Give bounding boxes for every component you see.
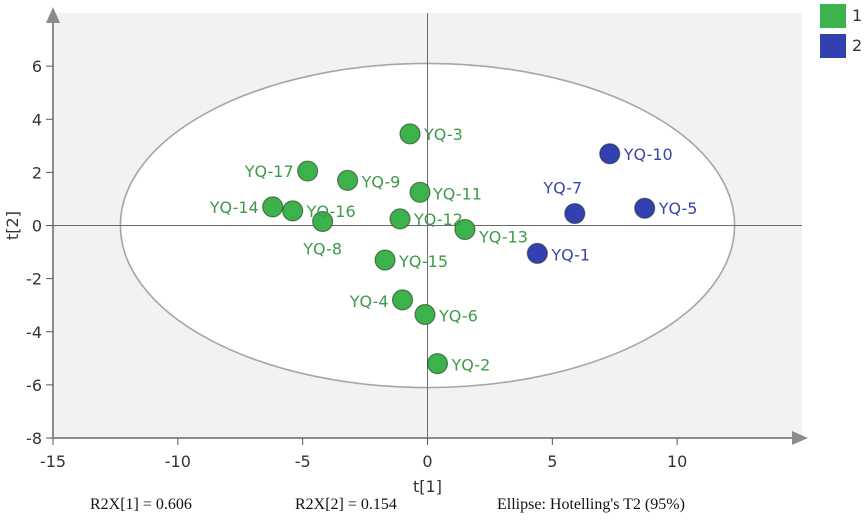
x-tick-label: 0 [422,452,432,471]
label-yq-2: YQ-2 [450,356,490,375]
point-yq-9 [337,169,359,191]
y-tick-label: 0 [32,217,42,236]
point-yq-12 [389,208,411,230]
point-yq-6 [414,303,436,326]
point-yq-13 [454,218,476,241]
point-yq-8 [312,210,334,233]
point-yq-5 [634,197,656,219]
ellipse-note: Ellipse: Hotelling's T2 (95%) [497,496,685,513]
legend-swatch-group-2 [820,34,846,58]
x-tick-label: -5 [295,452,311,471]
label-yq-8: YQ-8 [302,240,342,259]
label-yq-14: YQ-14 [209,198,259,217]
label-yq-6: YQ-6 [438,306,478,325]
label-yq-17: YQ-17 [244,162,294,181]
legend-label-group-2: 2 [852,36,863,55]
label-yq-4: YQ-4 [349,292,389,311]
point-yq-14 [262,196,284,218]
point-yq-3 [399,123,421,145]
label-yq-16: YQ-16 [306,202,356,221]
x-tick-label: 10 [667,452,687,471]
x-axis-arrow [792,431,808,445]
label-yq-12: YQ-12 [413,210,463,229]
y-tick-label: -8 [26,429,42,448]
label-yq-13: YQ-13 [478,227,528,246]
y-tick-label: -4 [26,323,42,342]
y-tick-label: -2 [26,270,42,289]
point-yq-4 [391,289,414,311]
label-yq-5: YQ-5 [658,199,698,218]
label-yq-11: YQ-11 [432,184,482,203]
y-tick-label: 2 [32,163,42,182]
ellipse-layer [53,13,802,438]
y-tick-label: 4 [32,110,42,129]
y-axis-arrow [46,7,60,23]
point-yq-17 [297,160,319,182]
labels-layer: YQ-3 YQ-17 YQ-9 YQ-11 YQ-14 YQ-16 YQ-8 YQ-12 YQ-… [209,125,698,375]
label-yq-10: YQ-10 [623,145,673,164]
label-yq-7: YQ-7 [542,179,582,198]
x-tick-label: 5 [547,452,557,471]
legend-label-group-1: 1 [852,6,863,25]
x-axis-title: t[1] [413,477,442,496]
r2x1-stat: R2X[1] = 0.606 [90,496,192,513]
label-yq-1: YQ-1 [550,245,590,264]
label-yq-15: YQ-15 [398,252,448,271]
legend-swatch-group-1 [820,4,846,28]
point-yq-15 [374,249,396,271]
point-yq-16 [282,200,304,222]
points-layer [262,123,656,375]
point-yq-10 [599,143,621,165]
point-yq-2 [426,353,449,375]
x-tick-label: -15 [40,452,66,471]
label-yq-3: YQ-3 [423,125,463,144]
y-tick-label: -6 [26,376,42,395]
point-yq-1 [526,242,548,264]
label-yq-9: YQ-9 [361,172,401,191]
y-tick-label: 6 [32,57,42,76]
y-axis-title: t[2] [3,211,22,240]
point-yq-7 [564,202,586,225]
r2x2-stat: R2X[2] = 0.154 [295,496,397,513]
point-yq-11 [409,181,431,203]
x-tick-label: -10 [165,452,191,471]
